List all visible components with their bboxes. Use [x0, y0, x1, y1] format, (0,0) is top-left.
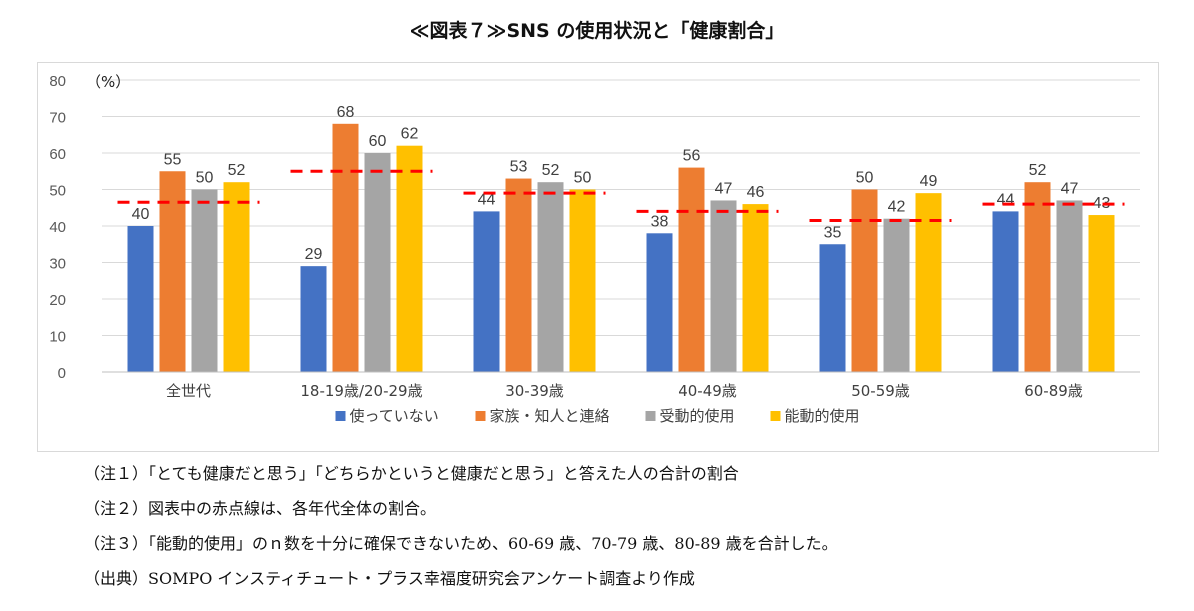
x-tick-label: 18-19歳/20-29歳 [300, 382, 422, 400]
bar [710, 200, 737, 372]
bar [332, 123, 359, 372]
data-label: 50 [856, 170, 874, 187]
source-note: （出典）SOMPO インスティチュート・プラス幸福度研究会アンケート調査より作成 [84, 569, 695, 588]
bar [505, 178, 532, 372]
data-label: 60 [369, 133, 387, 150]
bar [127, 226, 154, 372]
y-tick-label: 30 [49, 256, 66, 273]
data-label: 50 [196, 170, 214, 187]
legend-swatch [475, 411, 486, 421]
data-label: 47 [1061, 180, 1079, 197]
note-1: （注１）「とても健康だと思う」「どちらかというと健康だと思う」と答えた人の合計の… [84, 464, 739, 483]
y-tick-label: 70 [49, 110, 66, 127]
legend-swatch [335, 411, 346, 421]
legend-swatch [770, 411, 781, 421]
legend-label: 受動的使用 [660, 407, 735, 425]
note-2: （注２）図表中の赤点線は、各年代全体の割合。 [84, 499, 437, 518]
legend-swatch [645, 411, 656, 421]
data-label: 44 [997, 191, 1015, 208]
data-label: 42 [888, 199, 906, 216]
bar [364, 153, 391, 372]
data-label: 52 [542, 162, 560, 179]
bar [1056, 200, 1083, 372]
y-tick-label: 10 [49, 329, 66, 346]
bar [191, 189, 218, 372]
x-tick-label: 30-39歳 [505, 382, 564, 400]
y-tick-label: 60 [49, 146, 66, 163]
data-label: 53 [510, 159, 528, 176]
y-tick-label: 20 [49, 292, 66, 309]
data-label: 38 [651, 213, 669, 230]
bar [992, 211, 1019, 372]
data-label: 47 [715, 180, 733, 197]
bar [300, 266, 327, 372]
data-label: 62 [401, 126, 419, 143]
chart-title: ≪図表７≫SNS の使用状況と「健康割合」 [409, 20, 785, 42]
bar [646, 233, 673, 372]
x-tick-label: 全世代 [166, 382, 211, 400]
bar [678, 167, 705, 372]
y-tick-label: 50 [49, 183, 66, 200]
legend-label: 使っていない [350, 407, 439, 425]
legend-label: 家族・知人と連絡 [490, 407, 610, 425]
x-tick-label: 40-49歳 [678, 382, 737, 400]
data-label: 29 [305, 246, 323, 263]
unit-label: （%） [86, 73, 130, 91]
data-label: 44 [478, 191, 496, 208]
bar [819, 244, 846, 372]
data-label: 40 [132, 206, 150, 223]
bar-chart: 0 10 20 30 40 50 60 70 80 （%） 40 55 50 52 全世代 29 68 60 62 1… [49, 73, 1140, 425]
data-label: 68 [337, 104, 355, 121]
note-3: （注３）「能動的使用」のｎ数を十分に確保できないため、60-69 歳、70-79… [84, 534, 838, 553]
data-label: 52 [228, 162, 246, 179]
data-label: 52 [1029, 162, 1047, 179]
data-label: 55 [164, 151, 182, 168]
bar [1088, 215, 1115, 372]
x-tick-label: 50-59歳 [851, 382, 910, 400]
bar [742, 204, 769, 372]
bar [396, 145, 423, 372]
data-label: 43 [1093, 195, 1111, 212]
bar [223, 182, 250, 372]
bar [537, 182, 564, 372]
data-label: 49 [920, 173, 938, 190]
bar [569, 189, 596, 372]
legend-label: 能動的使用 [785, 407, 860, 425]
bar [915, 193, 942, 372]
bar [473, 211, 500, 372]
chart-area: 0 10 20 30 40 50 60 70 80 （%） 40 55 50 52 全世代 29 68 60 62 1… [37, 62, 1159, 452]
notes: （注１）「とても健康だと思う」「どちらかというと健康だと思う」と答えた人の合計の… [84, 462, 1144, 602]
bar [159, 171, 186, 372]
y-tick-label: 40 [49, 219, 66, 236]
data-label: 50 [574, 170, 592, 187]
y-tick-label: 80 [49, 73, 66, 90]
bar [1024, 182, 1051, 372]
data-label: 35 [824, 224, 842, 241]
data-label: 56 [683, 148, 701, 165]
data-label: 46 [747, 184, 765, 201]
x-tick-label: 60-89歳 [1024, 382, 1083, 400]
bar [883, 218, 910, 372]
y-tick-label: 0 [58, 365, 66, 382]
bar [851, 189, 878, 372]
